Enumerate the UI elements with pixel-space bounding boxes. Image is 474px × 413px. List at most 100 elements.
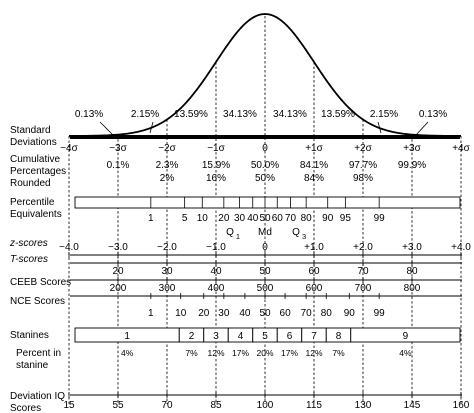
ceeb-score-value: 700 [355, 283, 372, 294]
ceeb-score-value: 300 [159, 283, 176, 294]
stanine-percent: 12% [305, 348, 322, 358]
cumulative-rounded-value: 84% [304, 173, 324, 184]
row-label-percentile: Equivalents [10, 209, 62, 220]
percentile-value: 99 [374, 213, 386, 224]
percentile-value: 40 [247, 213, 259, 224]
stanine-percent: 7% [332, 348, 345, 358]
band-percentage: 0.13% [419, 109, 447, 120]
t-score-value: 80 [406, 266, 418, 277]
cumulative-value: 50.0% [251, 160, 279, 171]
stanine-value: 7 [311, 331, 317, 342]
iq-score-value: 115 [306, 400, 322, 411]
normal-curve: 0.13% 2.15% 13.59% 34.13% 34.13% 13.59% 2.15% 0… [68, 13, 462, 137]
stanine-percent: 20% [256, 348, 273, 358]
row-label-cumulative: Percentages [10, 166, 66, 177]
t-score-value: 30 [161, 266, 173, 277]
row-label-percent-in-stanine: Percent in [16, 348, 61, 359]
iq-score-value: 55 [112, 400, 124, 411]
percentile-value: 1 [148, 213, 154, 224]
nce-score-value: 10 [175, 308, 187, 319]
nce-score-value: 30 [218, 308, 230, 319]
t-score-value: 60 [308, 266, 320, 277]
iq-score-value: 145 [404, 400, 421, 411]
stanine-percent: 12% [207, 348, 224, 358]
band-percentage: 0.13% [75, 109, 103, 120]
nce-score-value: 60 [280, 308, 292, 319]
row-label-cumulative: Rounded [10, 178, 51, 189]
z-score-value: +2.0 [353, 242, 373, 253]
sd-tick-label: +1σ [305, 143, 323, 154]
percentile-value: 10 [197, 213, 209, 224]
cumulative-rounded-value: 50% [255, 173, 275, 184]
row-label-standard-deviations: Standard [10, 125, 51, 136]
stanine-percent: 17% [232, 348, 249, 358]
z-score-value: −1.0 [206, 242, 226, 253]
quartile-subscript: 1 [236, 232, 240, 241]
row-label-z-scores: z-scores [9, 238, 48, 249]
t-score-value: 20 [112, 266, 124, 277]
cumulative-rounded-value: 16% [206, 173, 226, 184]
z-score-value: 0 [262, 242, 268, 253]
tail-pointer-line [377, 121, 382, 134]
stanine-value: 9 [403, 331, 409, 342]
row-label-percentile: Percentile [10, 197, 55, 208]
percentile-value: 20 [218, 213, 230, 224]
z-score-value: +4.0 [451, 242, 471, 253]
band-percentage: 34.13% [223, 109, 257, 120]
z-score-value: +3.0 [402, 242, 422, 253]
tail-pointer-line [149, 121, 154, 134]
band-percentage: 2.15% [131, 109, 159, 120]
sd-tick-label: +3σ [403, 143, 421, 154]
stanine-percent: 4% [399, 348, 412, 358]
ceeb-score-value: 400 [208, 283, 225, 294]
row-label-ceeb-scores: CEEB Scores [10, 277, 71, 288]
percentile-value: 30 [234, 213, 246, 224]
band-percentage: 13.59% [321, 109, 355, 120]
stanine-percent: 17% [281, 348, 298, 358]
cumulative-value: 99.9% [398, 160, 426, 171]
quartile-marker: Md [258, 227, 272, 238]
quartile-marker: Q [226, 227, 234, 238]
iq-score-value: 160 [453, 400, 470, 411]
percentile-value: 90 [322, 213, 334, 224]
band-percentage: 34.13% [273, 109, 307, 120]
ceeb-score-value: 600 [306, 283, 323, 294]
percentile-value: 50 [259, 213, 271, 224]
stanine-value: 2 [189, 331, 195, 342]
row-label-stanines: Stanines [10, 330, 49, 341]
percentile-value: 80 [301, 213, 313, 224]
band-percentage: 2.15% [370, 109, 398, 120]
percentile-value: 70 [285, 213, 297, 224]
z-score-value: −3.0 [108, 242, 128, 253]
row-label-standard-deviations: Deviations [10, 137, 57, 148]
cumulative-rounded-value: 98% [353, 173, 373, 184]
iq-score-value: 85 [210, 400, 222, 411]
nce-score-value: 20 [198, 308, 210, 319]
tail-pointer-line [99, 121, 114, 136]
nce-score-value: 70 [301, 308, 313, 319]
stanine-value: 1 [124, 331, 130, 342]
nce-score-value: 1 [148, 308, 154, 319]
t-score-value: 40 [210, 266, 222, 277]
quartile-marker: Q [292, 227, 300, 238]
iq-score-value: 70 [161, 400, 173, 411]
tail-pointer-line [415, 121, 429, 136]
stanine-value: 5 [262, 331, 268, 342]
row-label-nce-scores: NCE Scores [10, 296, 65, 307]
sd-tick-label: 0 [262, 143, 268, 154]
ceeb-score-value: 500 [257, 283, 274, 294]
sd-tick-label: +2σ [354, 143, 372, 154]
stanine-cell [350, 327, 461, 343]
sd-tick-label: −1σ [207, 143, 225, 154]
nce-score-value: 90 [344, 308, 356, 319]
nce-score-value: 80 [321, 308, 333, 319]
ceeb-score-value: 200 [110, 283, 127, 294]
row-label-t-scores: T-scores [10, 254, 48, 265]
z-score-value: +1.0 [304, 242, 324, 253]
sd-tick-label: −2σ [158, 143, 176, 154]
percentile-value: 60 [272, 213, 284, 224]
stanine-value: 3 [213, 331, 219, 342]
row-label-deviation-iq: Scores [10, 403, 41, 413]
